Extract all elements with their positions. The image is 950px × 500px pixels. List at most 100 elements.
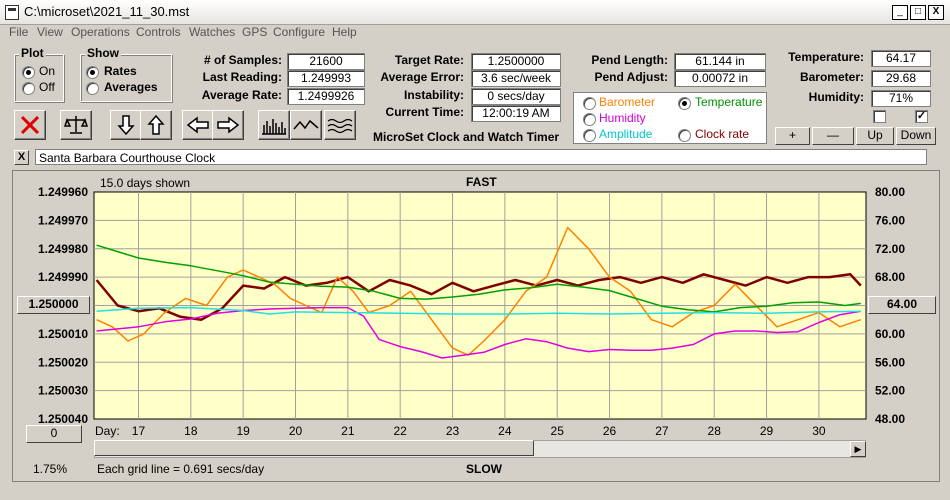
decrease-button[interactable]: —: [812, 127, 854, 145]
show-group-title: Show: [85, 46, 121, 60]
barometer-radio[interactable]: [583, 97, 596, 110]
fast-label: FAST: [466, 175, 497, 189]
x-tick-label: 17: [132, 424, 146, 438]
x-tick-label: 23: [446, 424, 460, 438]
clock-rate-radio[interactable]: [678, 129, 691, 142]
samples-label: # of Samples:: [203, 53, 282, 67]
clock-rate-option-label: Clock rate: [695, 127, 750, 141]
x-tick-label: 21: [341, 424, 355, 438]
temperature-radio[interactable]: [678, 97, 691, 110]
humidity-value: 71%: [871, 90, 931, 107]
y-right-tick-label: 76.00: [875, 213, 905, 227]
plot-off-radio[interactable]: [22, 82, 35, 95]
move-up-button[interactable]: [140, 110, 172, 140]
y-left-tick-label: 1.249970: [38, 213, 88, 227]
slow-label: SLOW: [466, 462, 502, 476]
arrow-down-icon: [117, 115, 135, 136]
close-button[interactable]: X: [928, 5, 944, 20]
day-axis-label: Day:: [95, 424, 120, 438]
humidity-label: Humidity:: [808, 90, 864, 104]
menu-view[interactable]: View: [37, 25, 63, 39]
x-tick-label: 18: [184, 424, 198, 438]
arrow-left-icon: [186, 116, 209, 134]
menu-bar: File View Operations Controls Watches GP…: [0, 24, 950, 42]
center-sensor-button[interactable]: 64.00: [868, 296, 936, 314]
pend-adjust-label: Pend Adjust:: [594, 70, 668, 84]
y-right-tick-label: 56.00: [875, 355, 905, 369]
x-tick-label: 29: [760, 424, 774, 438]
temperature-option-label: Temperature: [695, 95, 763, 109]
series-line-clock-rate: [95, 273, 862, 321]
menu-configure[interactable]: Configure: [273, 25, 326, 39]
last-reading-label: Last Reading:: [202, 70, 282, 84]
y-left-tick-label: 1.250020: [38, 355, 88, 369]
y-right-tick-label: 68.00: [875, 270, 905, 284]
lines-button[interactable]: [324, 110, 356, 140]
y-left-tick-label: 1.250030: [38, 384, 88, 398]
series-line-amplitude: [96, 306, 861, 315]
amplitude-radio[interactable]: [583, 129, 596, 142]
y-right-tick-label: 60.00: [875, 327, 905, 341]
menu-watches[interactable]: Watches: [189, 25, 236, 39]
show-rates-radio[interactable]: [86, 66, 99, 79]
balance-button[interactable]: [60, 110, 92, 140]
humidity-option-label: Humidity: [599, 111, 646, 125]
x-tick-label: 28: [708, 424, 722, 438]
up-button[interactable]: Up: [856, 127, 894, 145]
zero-button[interactable]: 0: [26, 425, 82, 443]
clock-name-input[interactable]: Santa Barbara Courthouse Clock: [35, 149, 927, 165]
reset-button[interactable]: [14, 110, 46, 140]
reset-icon: [20, 115, 40, 135]
scroll-right-button[interactable]: ▶: [850, 441, 866, 457]
y-right-tick-label: 48.00: [875, 412, 905, 426]
center-rate-button[interactable]: 1.250000: [17, 296, 90, 314]
instability-label: Instability:: [403, 88, 464, 102]
move-right-button[interactable]: [212, 110, 244, 140]
x-tick-label: 25: [551, 424, 565, 438]
histogram-button[interactable]: [258, 110, 290, 140]
menu-gps[interactable]: GPS: [242, 25, 268, 39]
y-right-tick-label: 72.00: [875, 242, 905, 256]
temperature-value: 64.17: [871, 50, 931, 67]
plot-on-radio[interactable]: [22, 66, 35, 79]
title-bar: C:\microset\2021_11_30.mst _ □ X: [0, 0, 950, 25]
x-tick-label: 19: [236, 424, 250, 438]
option-checkbox-1[interactable]: [873, 110, 886, 123]
window-title: C:\microset\2021_11_30.mst: [24, 4, 190, 19]
increase-button[interactable]: +: [775, 127, 810, 145]
lines-icon: [327, 118, 353, 134]
y-left-tick-label: 1.249980: [38, 242, 88, 256]
menu-file[interactable]: File: [9, 25, 29, 39]
menu-controls[interactable]: Controls: [136, 25, 181, 39]
pend-length-value: 61.144 in: [674, 53, 766, 70]
average-rate-value: 1.2499926: [287, 88, 365, 105]
menu-operations[interactable]: Operations: [71, 25, 130, 39]
instability-value: 0 secs/day: [471, 88, 561, 105]
amplitude-option-label: Amplitude: [599, 127, 653, 141]
clear-clock-button[interactable]: X: [14, 150, 29, 165]
y-right-tick-label: 52.00: [875, 384, 905, 398]
y-left-tick-label: 1.250010: [38, 327, 88, 341]
humidity-radio[interactable]: [583, 113, 596, 126]
plot-off-label: Off: [39, 80, 55, 94]
wave-button[interactable]: [290, 110, 322, 140]
average-error-value: 3.6 sec/week: [471, 70, 561, 87]
balance-icon: [63, 116, 89, 134]
scrollbar-thumb[interactable]: [94, 440, 534, 456]
move-left-button[interactable]: [182, 110, 214, 140]
sensor-select-box: [573, 92, 767, 144]
show-averages-radio[interactable]: [86, 82, 99, 95]
arrow-up-icon: [147, 114, 165, 135]
barometer-label: Barometer:: [799, 70, 864, 84]
target-rate-value: 1.2500000: [471, 53, 561, 70]
option-checkbox-2[interactable]: ✓: [915, 110, 928, 123]
barometer-option-label: Barometer: [599, 95, 656, 109]
maximize-button[interactable]: □: [910, 5, 926, 20]
temperature-label: Temperature:: [788, 50, 864, 64]
menu-help[interactable]: Help: [332, 25, 357, 39]
show-averages-label: Averages: [104, 80, 158, 94]
minimize-button[interactable]: _: [892, 5, 908, 20]
down-button[interactable]: Down: [896, 127, 936, 145]
x-tick-label: 30: [812, 424, 826, 438]
